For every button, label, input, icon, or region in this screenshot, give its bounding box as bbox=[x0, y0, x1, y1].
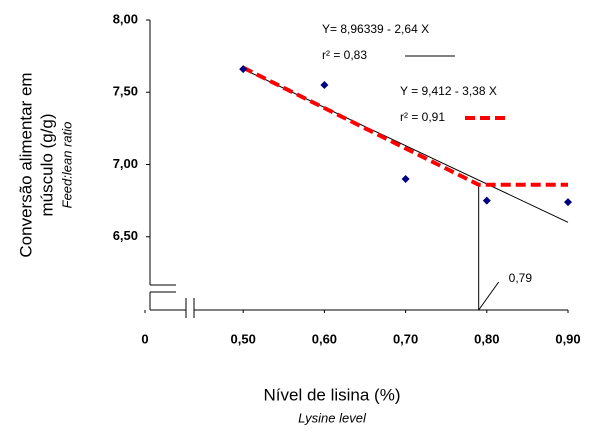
x-tick-label: 0,50 bbox=[231, 331, 256, 346]
y-tick-label: 7,50 bbox=[113, 84, 138, 99]
data-point bbox=[564, 198, 572, 207]
y-axis-title: músculo (g/g) bbox=[37, 114, 56, 217]
data-point bbox=[401, 174, 410, 183]
r-squared: r² = 0,83 bbox=[322, 48, 367, 62]
x-tick-label: 0,80 bbox=[474, 331, 499, 346]
axis-break-gap bbox=[186, 305, 194, 315]
x-axis-subtitle: Lysine level bbox=[298, 410, 367, 425]
breakpoint-label: 0,79 bbox=[509, 271, 533, 285]
r-squared: r² = 0,91 bbox=[400, 110, 445, 124]
y-axis-subtitle: Feed:lean ratio bbox=[59, 122, 74, 209]
equation: Y= 8,96339 - 2,64 X bbox=[322, 22, 429, 36]
breakpoint-leader bbox=[478, 281, 500, 311]
x-tick-label: 0,70 bbox=[393, 331, 418, 346]
equation: Y = 9,412 - 3,38 X bbox=[400, 84, 497, 98]
data-point bbox=[320, 81, 329, 90]
x-axis-title: Nível de lisina (%) bbox=[264, 385, 401, 404]
x-tick-label: 0,60 bbox=[312, 331, 337, 346]
y-tick-label: 7,00 bbox=[113, 156, 138, 171]
y-tick-label: 6,50 bbox=[113, 228, 138, 243]
x-tick-label: 0 bbox=[141, 331, 148, 346]
x-tick-label: 0,90 bbox=[555, 331, 580, 346]
axis-break-gap bbox=[146, 285, 176, 292]
y-tick-label: 8,00 bbox=[113, 11, 138, 26]
y-axis-title: Conversão alimentar em bbox=[16, 72, 35, 257]
data-point bbox=[239, 65, 248, 74]
fit-line bbox=[242, 65, 568, 187]
data-point bbox=[482, 196, 491, 205]
